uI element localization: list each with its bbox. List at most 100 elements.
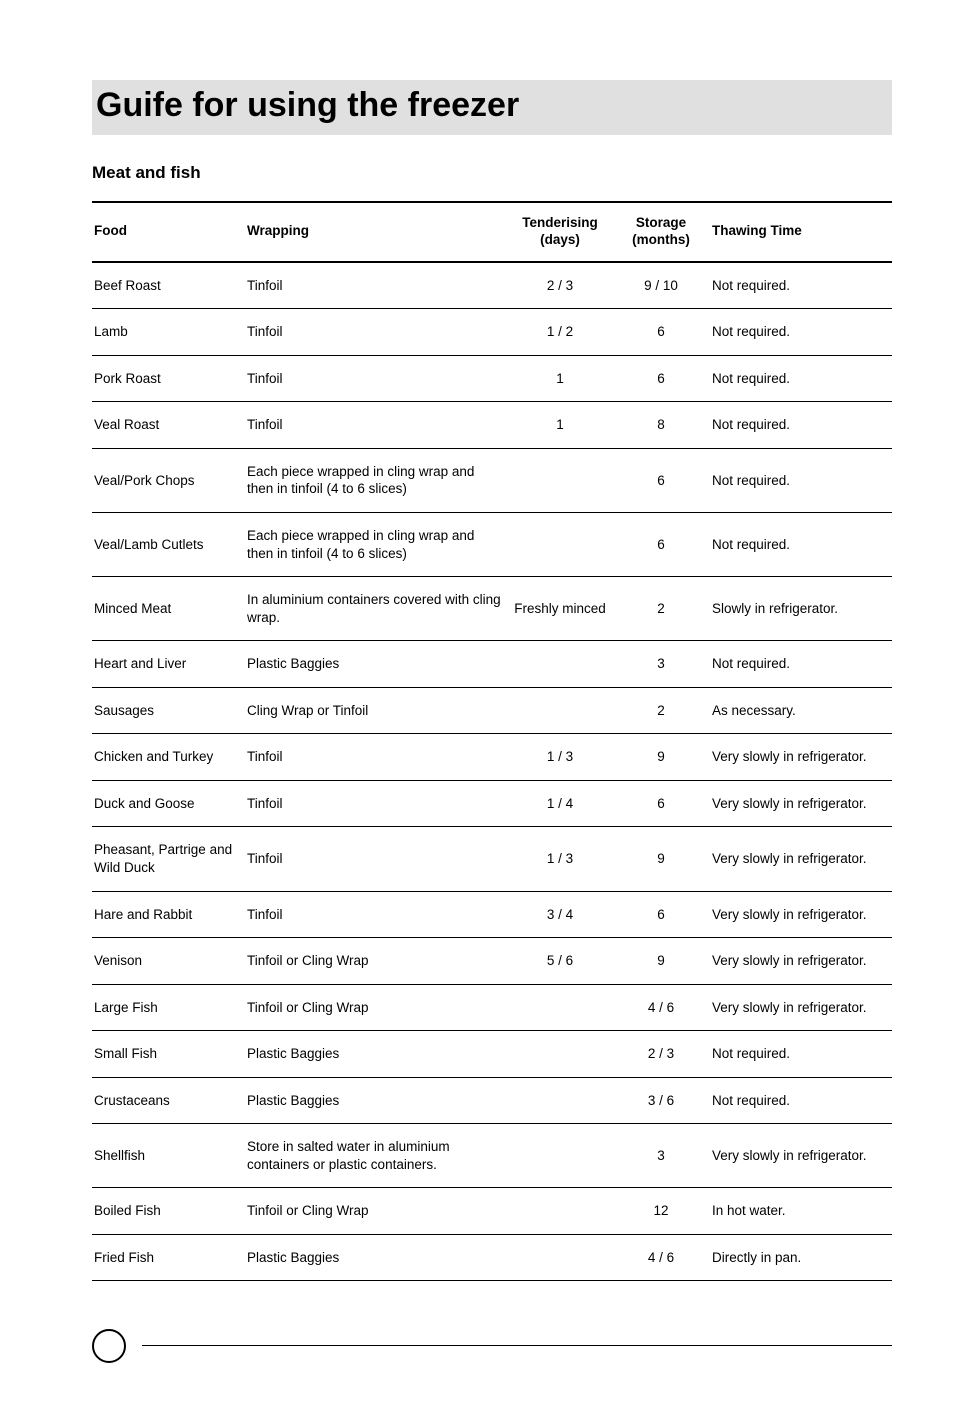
table-row: Fried FishPlastic Baggies4 / 6Directly i… [92,1234,892,1281]
cell-tenderising [510,1124,616,1188]
cell-storage: 9 [616,827,712,891]
page-number-circle [92,1329,126,1363]
cell-wrapping: Tinfoil [247,891,510,938]
table-row: Minced MeatIn aluminium containers cover… [92,577,892,641]
cell-food: Veal/Lamb Cutlets [92,513,247,577]
cell-tenderising [510,641,616,688]
cell-wrapping: Tinfoil [247,402,510,449]
cell-wrapping: In aluminium containers covered with cli… [247,577,510,641]
cell-thawing: Very slowly in refrigerator. [712,1124,892,1188]
cell-food: Crustaceans [92,1077,247,1124]
cell-storage: 6 [616,309,712,356]
cell-thawing: Not required. [712,262,892,309]
cell-food: Beef Roast [92,262,247,309]
cell-wrapping: Tinfoil [247,355,510,402]
cell-thawing: In hot water. [712,1188,892,1235]
page-footer [92,1329,892,1369]
cell-storage: 12 [616,1188,712,1235]
cell-food: Boiled Fish [92,1188,247,1235]
cell-tenderising [510,513,616,577]
cell-wrapping: Tinfoil [247,309,510,356]
cell-wrapping: Tinfoil [247,262,510,309]
cell-tenderising: 1 [510,402,616,449]
table-row: Small FishPlastic Baggies 2 / 3Not requir… [92,1031,892,1078]
cell-tenderising: 1 [510,355,616,402]
table-row: Pheasant, Partrige and Wild DuckTinfoil1… [92,827,892,891]
table-row: Veal/Lamb CutletsEach piece wrapped in c… [92,513,892,577]
title-bar: Guife for using the freezer [92,80,892,135]
cell-food: Heart and Liver [92,641,247,688]
cell-storage: 9 / 10 [616,262,712,309]
cell-thawing: Not required. [712,513,892,577]
cell-food: Veal Roast [92,402,247,449]
cell-thawing: Very slowly in refrigerator. [712,734,892,781]
cell-food: Large Fish [92,984,247,1031]
cell-thawing: Not required. [712,1031,892,1078]
table-row: Duck and GooseTinfoil1 / 46Very slowly i… [92,780,892,827]
cell-tenderising: 1 / 4 [510,780,616,827]
cell-storage: 4 / 6 [616,984,712,1031]
cell-storage: 6 [616,780,712,827]
cell-storage: 3 [616,641,712,688]
table-row: Pork RoastTinfoil16Not required. [92,355,892,402]
cell-wrapping: Plastic Baggies [247,1031,510,1078]
cell-tenderising [510,1234,616,1281]
cell-storage: 3 / 6 [616,1077,712,1124]
cell-storage: 6 [616,513,712,577]
cell-thawing: As necessary. [712,687,892,734]
cell-thawing: Directly in pan. [712,1234,892,1281]
document-page: Guife for using the freezer Meat and fis… [0,0,954,1409]
table-row: Chicken and TurkeyTinfoil1 / 39Very slow… [92,734,892,781]
cell-food: Lamb [92,309,247,356]
col-header-food: Food [92,202,247,262]
cell-food: Pork Roast [92,355,247,402]
table-row: LambTinfoil1 / 26Not required. [92,309,892,356]
cell-thawing: Very slowly in refrigerator. [712,780,892,827]
cell-tenderising: 3 / 4 [510,891,616,938]
table-header-row: Food Wrapping Tenderising (days) Storage… [92,202,892,262]
cell-food: Hare and Rabbit [92,891,247,938]
table-body: Beef RoastTinfoil2 / 39 / 10Not required… [92,262,892,1281]
col-header-thawing: Thawing Time [712,202,892,262]
cell-thawing: Not required. [712,309,892,356]
cell-wrapping: Plastic Baggies [247,1234,510,1281]
cell-food: Pheasant, Partrige and Wild Duck [92,827,247,891]
cell-tenderising: 2 / 3 [510,262,616,309]
cell-thawing: Not required. [712,402,892,449]
cell-food: Chicken and Turkey [92,734,247,781]
cell-tenderising [510,1077,616,1124]
cell-wrapping: Tinfoil or Cling Wrap [247,1188,510,1235]
cell-storage: 2 / 3 [616,1031,712,1078]
cell-food: Shellfish [92,1124,247,1188]
cell-thawing: Very slowly in refrigerator. [712,827,892,891]
cell-food: Veal/Pork Chops [92,448,247,512]
table-row: Beef RoastTinfoil2 / 39 / 10Not required… [92,262,892,309]
cell-thawing: Not required. [712,355,892,402]
footer-rule [142,1345,892,1346]
cell-thawing: Very slowly in refrigerator. [712,984,892,1031]
col-header-storage: Storage (months) [616,202,712,262]
cell-tenderising: 1 / 3 [510,827,616,891]
cell-food: Small Fish [92,1031,247,1078]
cell-thawing: Very slowly in refrigerator. [712,938,892,985]
table-row: Veal RoastTinfoil18Not required. [92,402,892,449]
cell-thawing: Not required. [712,641,892,688]
cell-tenderising [510,687,616,734]
col-header-tenderising: Tenderising (days) [510,202,616,262]
table-row: ShellfishStore in salted water in alumin… [92,1124,892,1188]
cell-tenderising [510,1031,616,1078]
cell-tenderising [510,448,616,512]
cell-storage: 8 [616,402,712,449]
cell-storage: 9 [616,938,712,985]
cell-storage: 2 [616,687,712,734]
cell-tenderising: 5 / 6 [510,938,616,985]
cell-thawing: Not required. [712,1077,892,1124]
cell-tenderising: 1 / 2 [510,309,616,356]
cell-tenderising [510,1188,616,1235]
cell-wrapping: Store in salted water in aluminium conta… [247,1124,510,1188]
cell-storage: 2 [616,577,712,641]
table-row: Boiled FishTinfoil or Cling Wrap 12In hot… [92,1188,892,1235]
cell-wrapping: Tinfoil [247,780,510,827]
page-title: Guife for using the freezer [92,86,892,125]
cell-wrapping: Each piece wrapped in cling wrap and the… [247,513,510,577]
